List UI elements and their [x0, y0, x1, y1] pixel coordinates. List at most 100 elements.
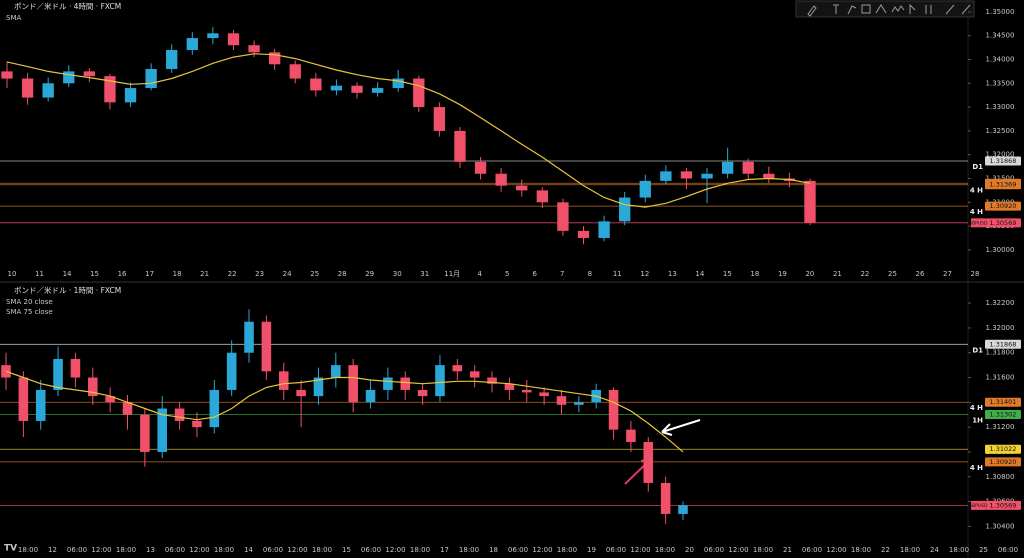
x-tick-label: 25 [888, 270, 897, 278]
sma-line [6, 53, 811, 208]
x-tick-label: 23 [255, 270, 264, 278]
y-tick-label: 1.32000 [986, 324, 1015, 332]
candle-body [53, 358, 63, 390]
candle-body [157, 408, 168, 452]
price-tag-label: 1.30569 [990, 219, 1017, 227]
x-tick-label: 06:00 [998, 546, 1018, 554]
candle-body [83, 71, 96, 77]
y-tick-label: 1.32200 [986, 299, 1015, 307]
x-tick-label: 28 [338, 270, 347, 278]
x-tick-label: 06:00 [165, 546, 185, 554]
candle-body [495, 173, 507, 186]
x-tick-label: 06:00 [704, 546, 724, 554]
candle-body [192, 420, 202, 428]
x-tick-label: 18 [173, 270, 182, 278]
candle-body [536, 190, 548, 203]
x-tick-label: 26 [916, 270, 925, 278]
candle-body [88, 377, 98, 397]
candle-body [608, 389, 619, 430]
y-tick-label: 1.31200 [986, 423, 1015, 431]
price-tag [985, 457, 1021, 467]
candle-body [42, 83, 54, 98]
price-tag [985, 409, 1021, 419]
candle-body [619, 197, 631, 222]
y-tick-label: 1.35000 [986, 8, 1015, 16]
candle-body [227, 33, 240, 46]
x-tick-label: 25 [310, 270, 319, 278]
x-tick-label: 7 [560, 270, 564, 278]
candle-body [124, 88, 137, 103]
x-tick-label: 5 [505, 270, 509, 278]
x-tick-label: 12:00 [630, 546, 650, 554]
candle-body [351, 85, 363, 93]
price-tag-label: 1.30920 [990, 458, 1017, 466]
candle-body [742, 161, 754, 174]
price-tag-label: 1.30569 [990, 501, 1017, 509]
y-tick-label: 1.31500 [986, 175, 1015, 183]
price-tag [985, 444, 1021, 454]
x-tick-label: 15 [723, 270, 732, 278]
x-tick-label: 12 [640, 270, 649, 278]
price-tag [985, 156, 1021, 166]
candle-body [539, 392, 549, 397]
x-tick-label: 25 [979, 546, 988, 554]
candle-body [452, 365, 463, 372]
candle-body [417, 389, 428, 397]
x-tick-label: 06:00 [802, 546, 822, 554]
candle-body [680, 171, 693, 179]
x-tick-label: 14 [695, 270, 704, 278]
x-tick-label: 19 [778, 270, 787, 278]
x-tick-label: 28 [971, 270, 980, 278]
x-tick-label: 18:00 [655, 546, 675, 554]
indicator-label: SMA 20 close [6, 298, 53, 306]
candle-body [226, 352, 237, 390]
x-tick-label: 30 [393, 270, 402, 278]
candle-body [504, 383, 515, 390]
x-tick-label: 12:00 [826, 546, 846, 554]
candle-body [557, 202, 569, 231]
candle-body [18, 377, 29, 421]
x-tick-label: 12:00 [287, 546, 307, 554]
candle-body [21, 78, 34, 98]
price-tag [985, 218, 1021, 228]
x-tick-label: 24 [283, 270, 292, 278]
drawing-toolbar[interactable] [795, 0, 975, 18]
candle-body [474, 161, 487, 174]
candle-body [516, 185, 528, 191]
x-tick-label: 12 [48, 546, 57, 554]
x-tick-label: 14 [244, 546, 253, 554]
indicator-label: SMA 75 close [6, 308, 53, 316]
symbol-tag [971, 500, 985, 510]
x-tick-label: 27 [943, 270, 952, 278]
candle-body [209, 389, 220, 428]
candle-body [660, 482, 671, 514]
x-tick-label: 20 [805, 270, 814, 278]
x-tick-label: 18:00 [851, 546, 871, 554]
symbol-tag-label: GBPUSD [969, 503, 988, 509]
x-tick-label: 18:00 [949, 546, 969, 554]
candle-body [365, 389, 376, 403]
candle-body [207, 33, 219, 39]
candle-body [331, 365, 341, 378]
candle-body [701, 173, 713, 179]
candle-body [244, 321, 254, 353]
x-tick-label: 18 [489, 546, 498, 554]
price-tag-label: 1.31868 [990, 340, 1017, 348]
x-tick-label: 12:00 [532, 546, 552, 554]
indicator-label: SMA [6, 14, 21, 22]
x-tick-label: 16 [118, 270, 127, 278]
level-tag: D1 [972, 346, 983, 354]
x-tick-label: 06:00 [508, 546, 528, 554]
x-tick-label: 18 [750, 270, 759, 278]
price-tag-label: 1.31302 [990, 410, 1017, 418]
candle-body [174, 408, 185, 421]
candle-body [577, 230, 590, 239]
candle-body [383, 377, 393, 390]
candle-body [413, 78, 425, 108]
x-tick-label: 18:00 [459, 546, 479, 554]
candle-body [678, 505, 688, 514]
sma-line [5, 370, 684, 453]
y-tick-label: 1.31800 [986, 349, 1015, 357]
candle-body [763, 173, 775, 179]
